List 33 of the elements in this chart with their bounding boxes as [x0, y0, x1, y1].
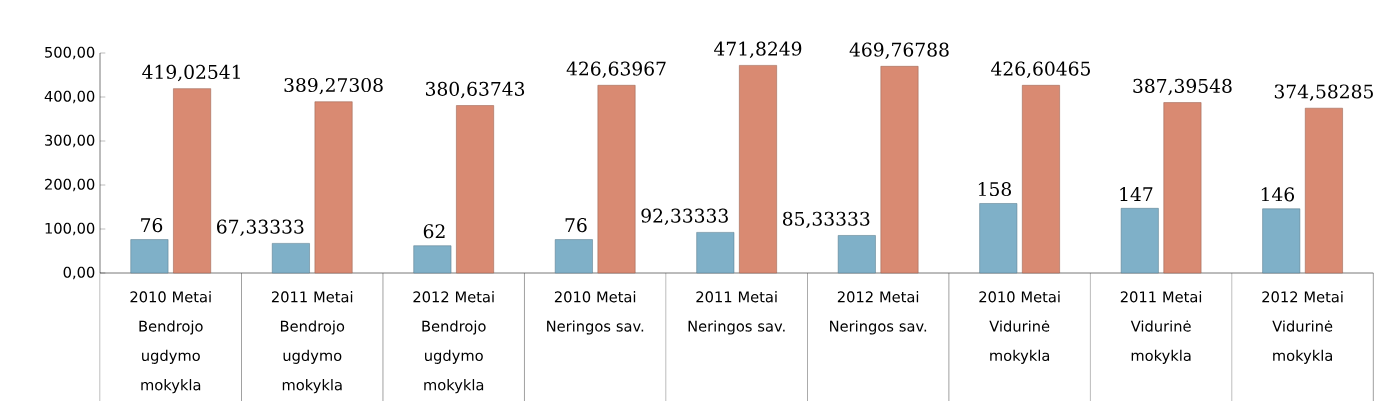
category-label: 2010 Metai Bendrojo ugdymo mokykla	[130, 291, 211, 394]
data-label: 146	[1261, 187, 1295, 202]
data-label: 147	[1120, 187, 1153, 201]
y-tick-label: 100,00	[45, 222, 95, 236]
data-label: 419,02541	[142, 64, 240, 82]
data-label: 387,39548	[1133, 78, 1232, 96]
data-label: 76	[565, 218, 587, 233]
y-tick-label: 0,00	[63, 266, 95, 280]
data-label: 62	[423, 224, 445, 239]
category-label: 2011 Metai Neringos sav.	[688, 291, 785, 335]
category-label: 2012 Metai Neringos sav.	[830, 291, 927, 335]
category-label: 2012 Metai Bendrojo ugdymo mokykla	[413, 291, 494, 394]
y-tick-label: 500,00	[45, 46, 95, 60]
category-label: 2010 Metai Vidurinė mokykla	[979, 291, 1060, 364]
y-tick-label: 300,00	[45, 134, 95, 148]
data-label: 469,76788	[849, 42, 949, 59]
data-label: 389,27308	[284, 77, 383, 95]
category-label: 2011 Metai Vidurinė mokykla	[1120, 291, 1202, 364]
data-label: 76	[141, 218, 163, 233]
data-label: 85,33333	[782, 211, 870, 229]
data-label: 92,33333	[641, 208, 728, 226]
y-tick-label: 200,00	[45, 178, 95, 192]
category-label: 2010 Metai Neringos sav.	[547, 291, 644, 335]
category-label: 2011 Metai Bendrojo ugdymo mokykla	[271, 291, 353, 394]
y-tick-label: 400,00	[44, 90, 95, 104]
category-label: 2012 Metai Vidurinė mokykla	[1262, 291, 1343, 364]
data-label: 380,63743	[425, 81, 525, 99]
data-label: 426,63967	[566, 61, 666, 78]
data-label: 158	[978, 181, 1011, 197]
data-label: 471,8249	[714, 41, 802, 59]
data-label: 426,60465	[991, 61, 1090, 78]
data-label: 374,58285	[1274, 84, 1373, 101]
data-label: 67,33333	[217, 219, 304, 237]
